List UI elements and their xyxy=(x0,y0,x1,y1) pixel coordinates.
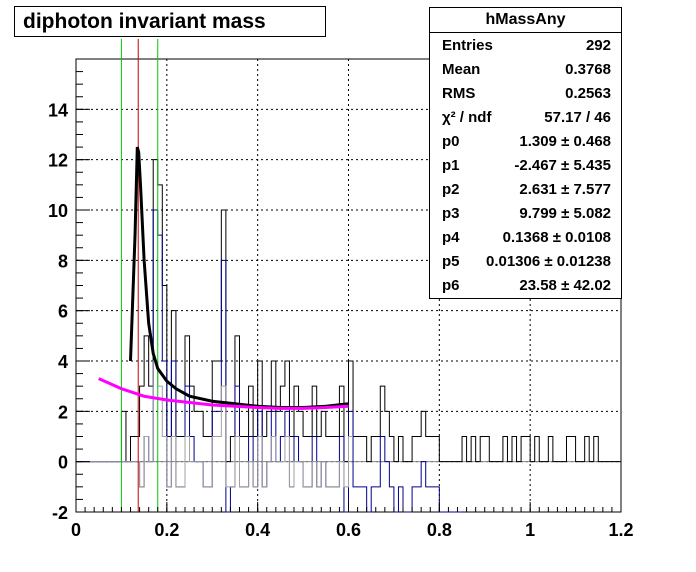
stats-row: p0 1.309 ± 0.468 xyxy=(430,130,621,154)
stats-row: χ² / ndf 57.17 / 46 xyxy=(430,106,621,130)
stats-row-value: 0.01306 ± 0.01238 xyxy=(485,253,611,270)
stats-row: p2 2.631 ± 7.577 xyxy=(430,178,621,202)
y-tick-label: 4 xyxy=(58,352,68,372)
y-tick-label: 10 xyxy=(48,201,68,221)
stats-row: p3 9.799 ± 5.082 xyxy=(430,202,621,226)
stats-row: p5 0.01306 ± 0.01238 xyxy=(430,250,621,274)
x-tick-label: 0.8 xyxy=(427,520,452,540)
stats-row-label: p5 xyxy=(442,253,460,270)
chart-title: diphoton invariant mass xyxy=(14,6,326,37)
marker-layer xyxy=(120,39,159,512)
stats-row-value: 0.3768 xyxy=(565,61,611,78)
y-tick-label: 6 xyxy=(58,302,68,322)
y-tick-label: 8 xyxy=(58,251,68,271)
fit-curve-4 xyxy=(98,377,349,410)
curve-layer xyxy=(98,146,349,410)
x-tick-label: 0.4 xyxy=(245,520,270,540)
stats-row-value: 23.58 ± 42.02 xyxy=(519,277,611,294)
stats-row: RMS 0.2563 xyxy=(430,82,621,106)
y-tick-label: -2 xyxy=(52,503,68,523)
stats-row-value: -2.467 ± 5.435 xyxy=(514,157,611,174)
stats-row-value: 57.17 / 46 xyxy=(544,109,611,126)
stats-row-label: p0 xyxy=(442,133,460,150)
stats-row-label: p4 xyxy=(442,229,460,246)
stats-row-label: Entries xyxy=(442,37,493,54)
y-tick-label: 2 xyxy=(58,402,68,422)
y-tick-label: 14 xyxy=(48,100,68,120)
y-tick-label: 12 xyxy=(48,151,68,171)
y-tick-label: 0 xyxy=(58,453,68,473)
stats-row-value: 1.309 ± 0.468 xyxy=(519,133,611,150)
x-tick-label: 0.2 xyxy=(154,520,179,540)
x-tick-label: 1.2 xyxy=(608,520,633,540)
stats-row-label: RMS xyxy=(442,85,476,102)
stats-row-label: p6 xyxy=(442,277,460,294)
stats-row-label: χ² / ndf xyxy=(442,109,492,126)
stats-row: Entries 292 xyxy=(430,34,621,58)
stats-row: Mean 0.3768 xyxy=(430,58,621,82)
stats-row-value: 0.1368 ± 0.0108 xyxy=(502,229,611,246)
stats-row-value: 9.799 ± 5.082 xyxy=(519,205,611,222)
stats-row: p4 0.1368 ± 0.0108 xyxy=(430,226,621,250)
stats-row: p1 -2.467 ± 5.435 xyxy=(430,154,621,178)
stats-row-label: p2 xyxy=(442,181,460,198)
stats-row-label: p3 xyxy=(442,205,460,222)
stats-row: p6 23.58 ± 42.02 xyxy=(430,274,621,298)
x-tick-label: 0.6 xyxy=(336,520,361,540)
stats-box-name: hMassAny xyxy=(430,8,621,33)
histogram-series-0 xyxy=(76,159,621,463)
stats-row-label: Mean xyxy=(442,61,481,78)
stats-row-value: 292 xyxy=(585,37,611,54)
stats-row-value: 0.2563 xyxy=(565,85,611,102)
stats-row-label: p1 xyxy=(442,157,460,174)
x-tick-label: 1 xyxy=(525,520,535,540)
stats-row-value: 2.631 ± 7.577 xyxy=(519,181,611,198)
stats-box: hMassAny Entries 292 Mean 0.3768 RMS 0.2563 χ²… xyxy=(429,7,622,299)
histogram-series-2 xyxy=(76,360,354,488)
x-tick-label: 0 xyxy=(71,520,81,540)
